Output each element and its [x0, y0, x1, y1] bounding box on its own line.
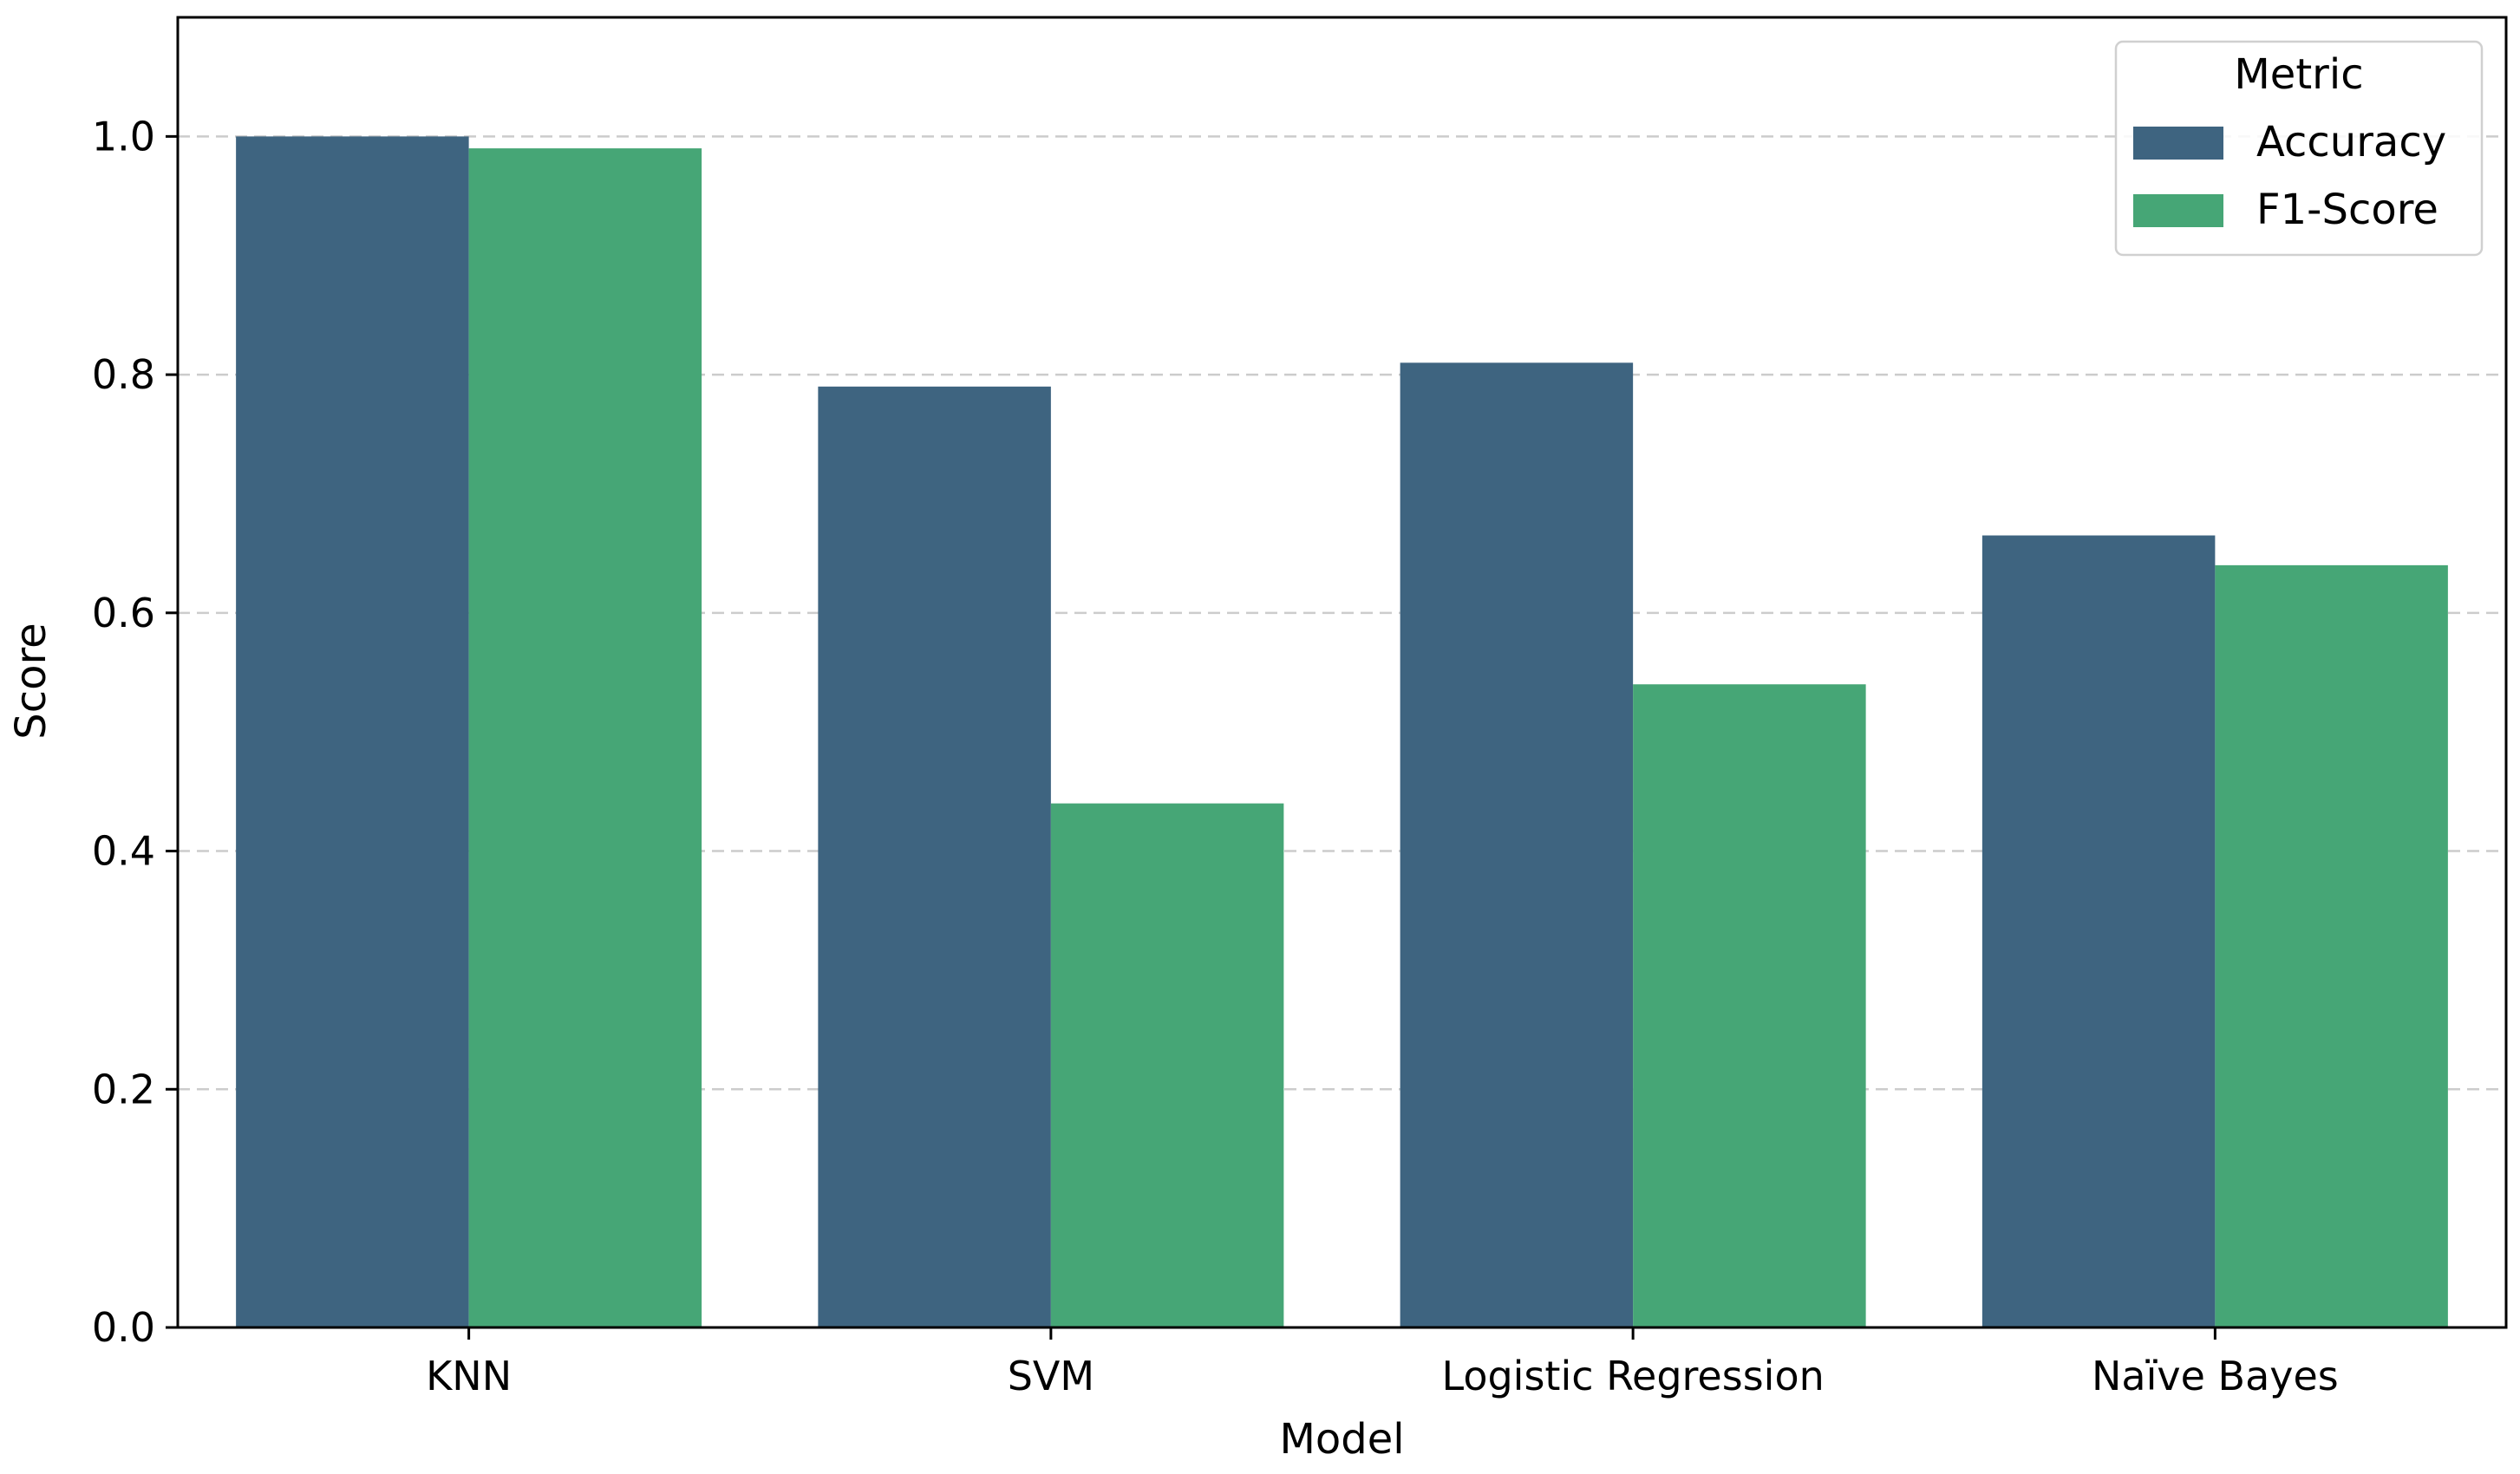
y-tick-label: 0.8 — [92, 351, 155, 398]
y-axis-label: Score — [7, 623, 55, 739]
x-axis-label: Model — [1279, 1415, 1404, 1464]
legend: Metric Accuracy F1-Score — [2114, 40, 2484, 257]
x-tick-label: SVM — [1008, 1353, 1094, 1399]
legend-swatch-accuracy — [2133, 127, 2223, 160]
legend-title: Metric — [2234, 50, 2363, 99]
x-tick-label: KNN — [426, 1353, 512, 1399]
bar-accuracy-logistic-regression — [1400, 362, 1634, 1328]
legend-label-accuracy: Accuracy — [2256, 118, 2446, 166]
plot-frame — [176, 16, 2508, 1329]
bar-accuracy-na-ve-bayes — [1981, 535, 2216, 1327]
legend-entries: Accuracy F1-Score — [2133, 118, 2446, 234]
bar-f1-score-logistic-regression — [1633, 684, 1866, 1327]
x-tick-label: Naïve Bayes — [2092, 1353, 2339, 1399]
y-tick-label: 0.0 — [92, 1304, 155, 1351]
y-tick-label: 0.2 — [92, 1066, 155, 1112]
legend-swatch-f1-score — [2133, 194, 2223, 227]
bar-f1-score-na-ve-bayes — [2215, 564, 2448, 1327]
y-tick-label: 0.4 — [92, 828, 155, 875]
y-axis-ticks: 0.0 0.2 0.4 0.6 0.8 1.0 — [92, 113, 178, 1351]
x-axis-ticks: KNN SVM Logistic Regression Naïve Bayes — [426, 1327, 2339, 1399]
x-tick-label: Logistic Regression — [1442, 1353, 1825, 1399]
bar-f1-score-svm — [1050, 803, 1284, 1327]
bars — [236, 136, 2448, 1328]
legend-label-f1-score: F1-Score — [2256, 186, 2438, 234]
bar-accuracy-svm — [818, 386, 1051, 1327]
y-tick-label: 0.6 — [92, 590, 155, 636]
y-tick-label: 1.0 — [92, 113, 155, 160]
bar-f1-score-knn — [468, 148, 702, 1328]
bar-accuracy-knn — [236, 136, 469, 1327]
